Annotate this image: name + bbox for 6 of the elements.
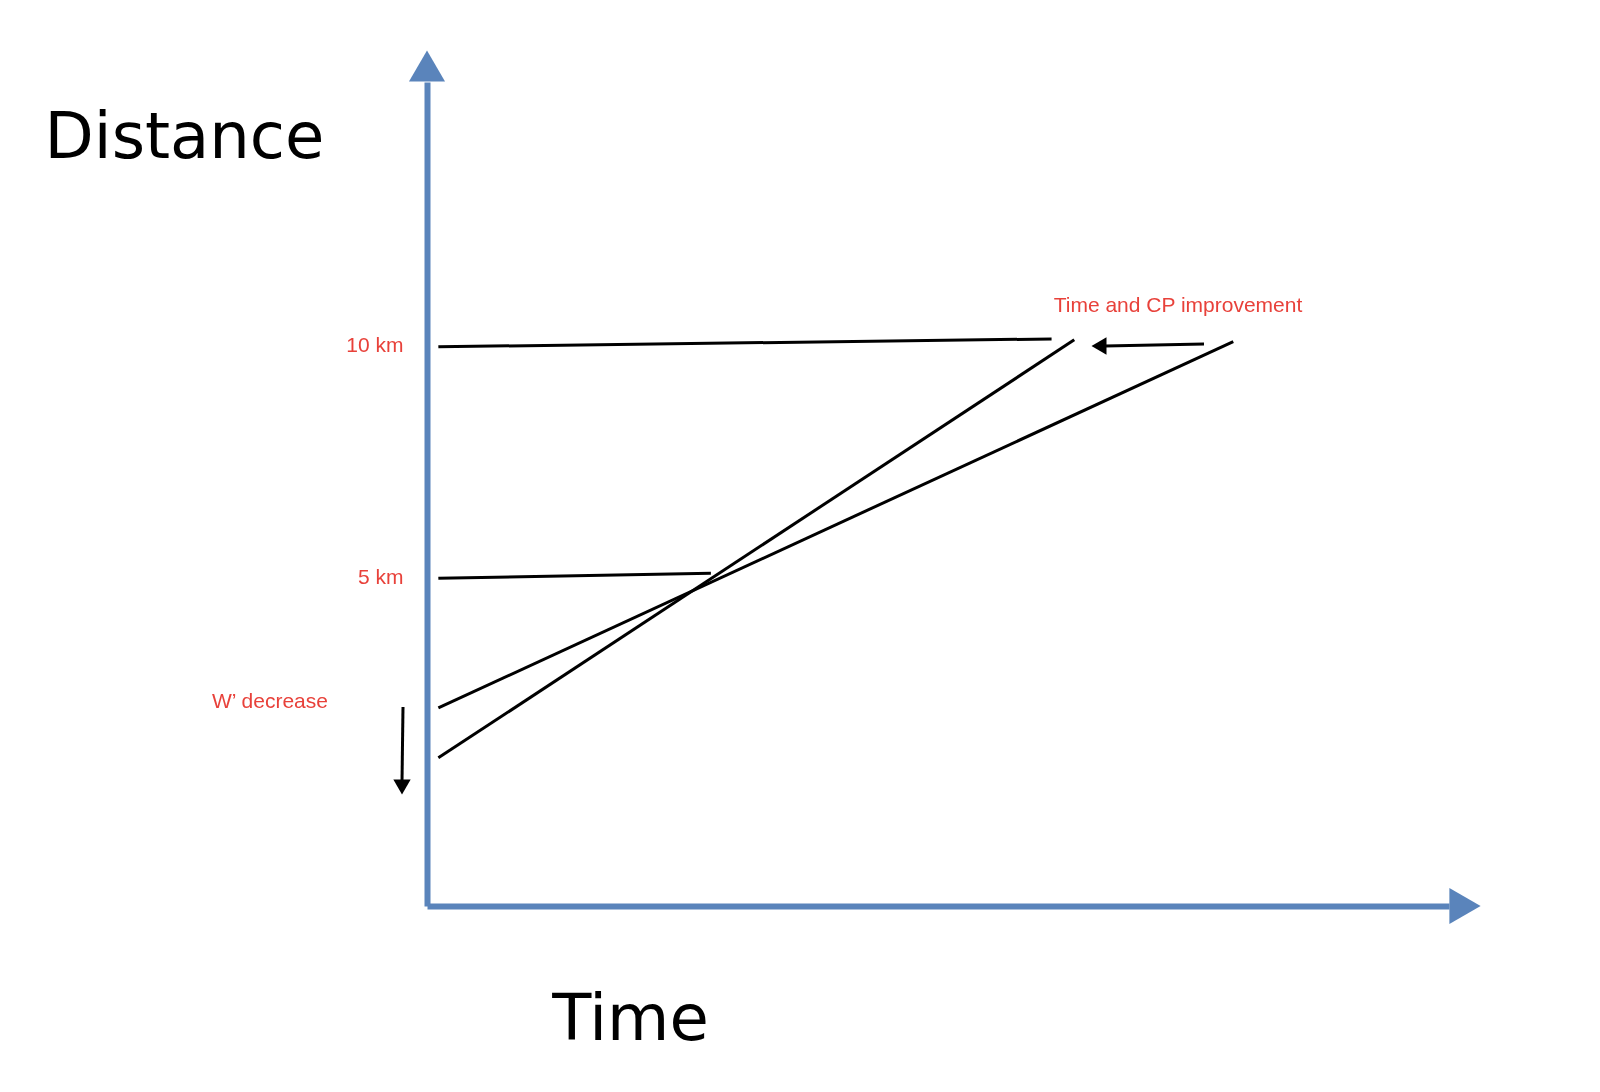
x-axis-title: Time bbox=[551, 980, 709, 1055]
text: W’ decrease bbox=[212, 689, 328, 712]
y-tick-label: 5 km bbox=[357, 564, 404, 588]
y-axis-title: Distance bbox=[44, 98, 325, 173]
annotation: Time and CP improvement bbox=[1053, 293, 1303, 316]
y-tick-label: 10 km bbox=[346, 333, 404, 357]
